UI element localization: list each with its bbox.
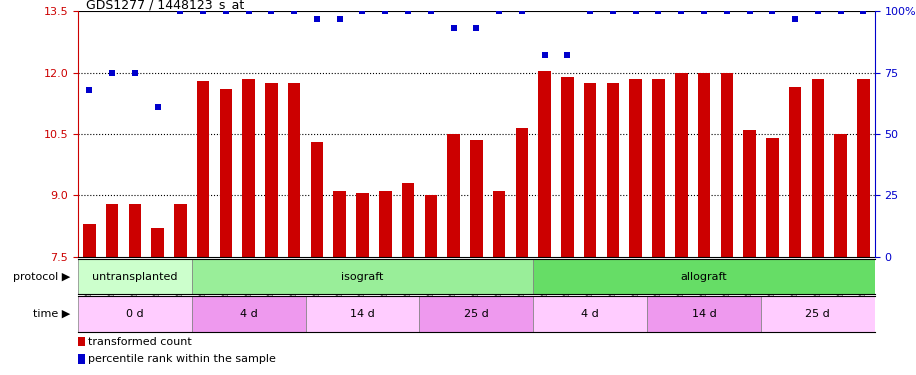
Bar bbox=[857, 79, 869, 257]
Point bbox=[333, 16, 347, 22]
Bar bbox=[652, 79, 665, 257]
Bar bbox=[766, 138, 779, 257]
Point bbox=[310, 16, 324, 22]
Point bbox=[355, 8, 370, 14]
Bar bbox=[151, 228, 164, 257]
Bar bbox=[675, 73, 688, 257]
Bar bbox=[311, 142, 323, 257]
FancyBboxPatch shape bbox=[191, 259, 533, 294]
FancyBboxPatch shape bbox=[647, 296, 761, 332]
Point bbox=[150, 104, 165, 110]
Text: 25 d: 25 d bbox=[463, 309, 489, 319]
Bar bbox=[743, 130, 756, 257]
Bar bbox=[379, 191, 391, 257]
Bar bbox=[721, 73, 733, 257]
Bar bbox=[243, 79, 255, 257]
Point bbox=[856, 8, 871, 14]
Point bbox=[446, 26, 461, 32]
Bar bbox=[493, 191, 506, 257]
Text: transformed count: transformed count bbox=[88, 336, 192, 346]
Bar bbox=[606, 83, 619, 257]
Point bbox=[583, 8, 597, 14]
Bar bbox=[197, 81, 210, 257]
Point bbox=[834, 8, 848, 14]
FancyBboxPatch shape bbox=[78, 296, 191, 332]
Point bbox=[423, 8, 438, 14]
Bar bbox=[583, 83, 596, 257]
FancyBboxPatch shape bbox=[306, 296, 420, 332]
Bar bbox=[265, 83, 278, 257]
Bar bbox=[105, 204, 118, 257]
Text: GDS1277 / 1448123_s_at: GDS1277 / 1448123_s_at bbox=[86, 0, 244, 11]
Bar bbox=[424, 195, 437, 257]
Bar bbox=[516, 128, 529, 257]
Bar bbox=[562, 77, 573, 257]
Point bbox=[742, 8, 757, 14]
FancyBboxPatch shape bbox=[191, 296, 306, 332]
Point bbox=[560, 53, 574, 58]
Text: 25 d: 25 d bbox=[805, 309, 830, 319]
Text: 14 d: 14 d bbox=[692, 309, 716, 319]
Text: 4 d: 4 d bbox=[582, 309, 599, 319]
Text: untransplanted: untransplanted bbox=[92, 272, 178, 282]
Point bbox=[697, 8, 712, 14]
Bar bbox=[174, 204, 187, 257]
Text: 4 d: 4 d bbox=[240, 309, 257, 319]
Text: 14 d: 14 d bbox=[350, 309, 375, 319]
FancyBboxPatch shape bbox=[78, 259, 191, 294]
Text: protocol ▶: protocol ▶ bbox=[13, 272, 70, 282]
Point bbox=[173, 8, 188, 14]
Point bbox=[719, 8, 734, 14]
Text: time ▶: time ▶ bbox=[33, 309, 70, 319]
Point bbox=[287, 8, 301, 14]
Bar bbox=[698, 73, 710, 257]
Bar bbox=[128, 204, 141, 257]
Bar bbox=[447, 134, 460, 257]
Point bbox=[264, 8, 278, 14]
Bar bbox=[78, 354, 85, 364]
Point bbox=[469, 26, 484, 32]
Bar bbox=[333, 191, 346, 257]
Point bbox=[400, 8, 415, 14]
Bar bbox=[834, 134, 847, 257]
Point bbox=[628, 8, 643, 14]
Point bbox=[378, 8, 393, 14]
Point bbox=[196, 8, 211, 14]
Point bbox=[127, 70, 142, 76]
Point bbox=[674, 8, 689, 14]
Point bbox=[651, 8, 666, 14]
FancyBboxPatch shape bbox=[420, 296, 533, 332]
Point bbox=[538, 53, 552, 58]
Point bbox=[811, 8, 825, 14]
Bar bbox=[83, 224, 95, 257]
Point bbox=[82, 87, 96, 93]
Bar bbox=[78, 337, 85, 346]
Text: 0 d: 0 d bbox=[126, 309, 144, 319]
FancyBboxPatch shape bbox=[533, 259, 875, 294]
FancyBboxPatch shape bbox=[533, 296, 647, 332]
Bar bbox=[539, 70, 551, 257]
Point bbox=[104, 70, 119, 76]
Bar bbox=[812, 79, 824, 257]
Point bbox=[492, 8, 507, 14]
Text: allograft: allograft bbox=[681, 272, 727, 282]
FancyBboxPatch shape bbox=[761, 296, 875, 332]
Point bbox=[241, 8, 256, 14]
Bar bbox=[288, 83, 300, 257]
Point bbox=[219, 8, 234, 14]
Bar bbox=[220, 89, 232, 257]
Point bbox=[788, 16, 802, 22]
Bar bbox=[402, 183, 414, 257]
Point bbox=[515, 8, 529, 14]
Point bbox=[605, 8, 620, 14]
Bar bbox=[629, 79, 642, 257]
Bar bbox=[789, 87, 802, 257]
Bar bbox=[470, 140, 483, 257]
Text: isograft: isograft bbox=[342, 272, 384, 282]
Point bbox=[765, 8, 780, 14]
Bar bbox=[356, 194, 369, 257]
Text: percentile rank within the sample: percentile rank within the sample bbox=[88, 354, 276, 364]
